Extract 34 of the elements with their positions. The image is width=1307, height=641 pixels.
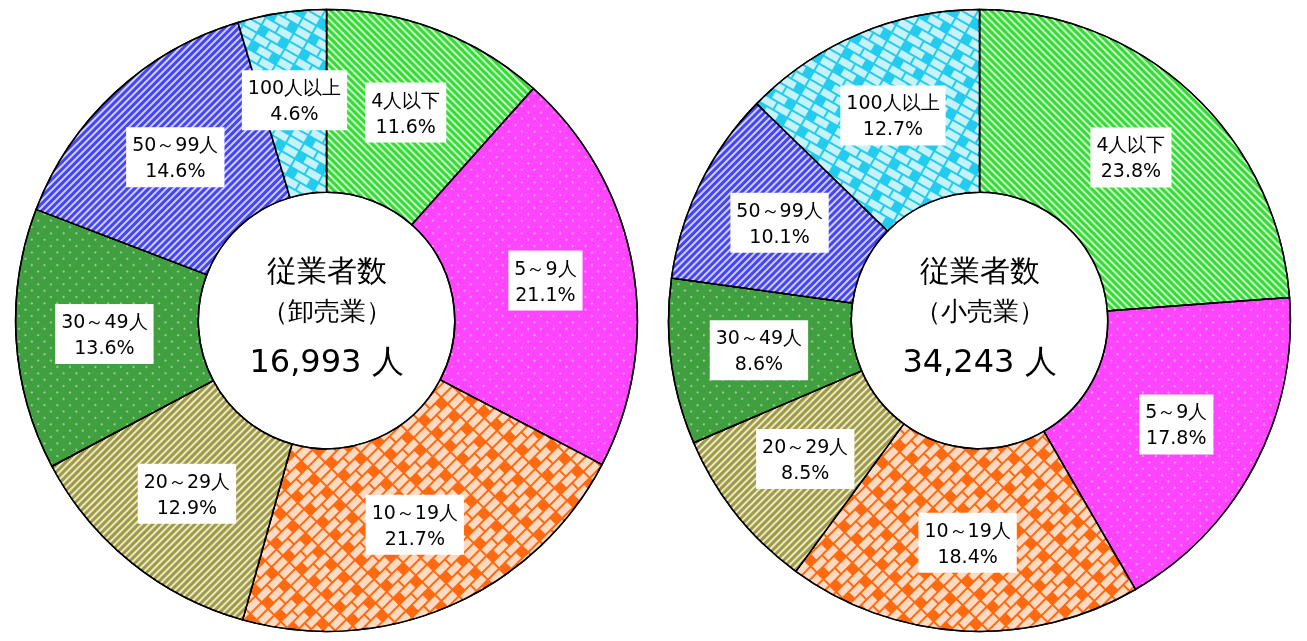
slice-label: 20～29人 [762, 434, 849, 457]
slice-label: 100人以上 [247, 76, 342, 99]
data-label: 18.4% [937, 544, 998, 567]
slice-label: 30～49人 [61, 310, 148, 333]
slice-label: 4人以下 [371, 88, 441, 111]
slice-label: 100人以上 [846, 91, 940, 114]
slice-label: 5～9人 [514, 256, 577, 279]
data-label: 17.8% [1146, 426, 1207, 449]
text: （卸売業） [261, 296, 392, 326]
slice-label: 20～29人 [143, 469, 231, 492]
data-label: 14.6% [145, 159, 206, 182]
data-label: 12.7% [862, 117, 924, 140]
slice-label: 10～19人 [371, 500, 458, 523]
slice-label: 50～99人 [132, 133, 219, 156]
slice-label: 50～99人 [736, 198, 823, 221]
data-label: 23.8% [1100, 159, 1162, 182]
data-label: 4.6% [270, 102, 319, 125]
data-label: 11.6% [375, 114, 436, 137]
data-label: 8.6% [734, 352, 784, 375]
text: （小売業） [914, 296, 1045, 326]
text: 16,993 人 [249, 342, 404, 380]
data-label: 21.7% [384, 526, 445, 549]
data-label: 10.1% [749, 224, 810, 247]
data-label: 12.9% [156, 495, 218, 518]
text: 34,243 人 [902, 342, 1057, 380]
text: 従業者数 [919, 252, 1040, 288]
slice-label: 4人以下 [1096, 133, 1166, 156]
data-label: 13.6% [74, 336, 135, 359]
data-label: 21.1% [515, 282, 576, 305]
slice-label: 10～19人 [924, 518, 1011, 541]
slice-label: 5～9人 [1145, 400, 1208, 423]
text: 従業者数 [266, 252, 387, 288]
data-label: 8.5% [781, 460, 830, 483]
slice-label: 30～49人 [715, 326, 803, 349]
